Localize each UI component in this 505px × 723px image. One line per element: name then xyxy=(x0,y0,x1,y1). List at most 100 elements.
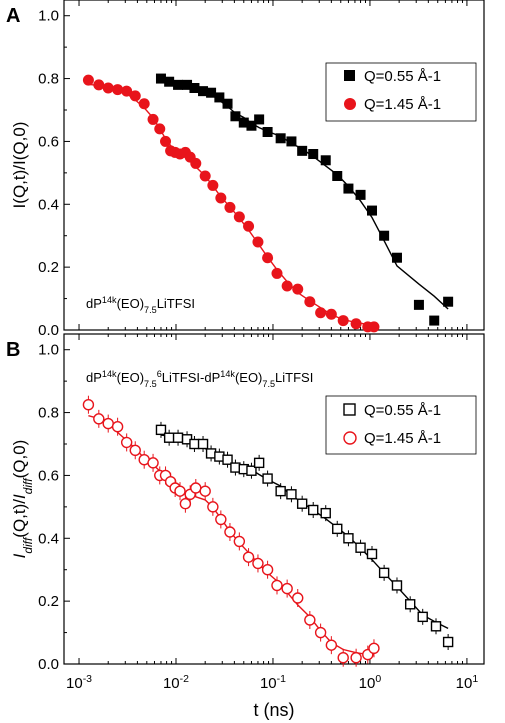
data-point xyxy=(417,611,428,623)
data-point xyxy=(286,489,297,500)
data-point xyxy=(325,308,337,320)
data-point xyxy=(189,438,200,450)
data-point xyxy=(271,579,283,592)
data-point xyxy=(246,120,257,131)
data-point xyxy=(242,551,255,563)
data-point xyxy=(129,90,141,102)
data-point xyxy=(430,621,442,632)
x-tick-label: 100 xyxy=(359,673,382,692)
x-tick-label: 10-3 xyxy=(66,673,92,692)
panel-b: B 0.00.20.40.60.81.0 10-3 10-2 10-1 100 101 … xyxy=(6,333,485,692)
data-point xyxy=(197,438,209,450)
panel-b-legend-label-q055: Q=0.55 Å-1 xyxy=(364,402,441,419)
data-point xyxy=(325,639,338,651)
data-point xyxy=(368,642,380,654)
data-point xyxy=(337,652,349,664)
panel-a-legend-label-q145: Q=1.45 Å-1 xyxy=(364,96,441,113)
data-point xyxy=(230,111,241,122)
data-point xyxy=(314,626,327,639)
panel-a-legend: Q=0.55 Å-1 Q=1.45 Å-1 xyxy=(325,62,477,122)
data-point xyxy=(163,432,175,443)
data-point xyxy=(355,542,366,553)
panel-a-series-q145 xyxy=(82,74,380,333)
y-tick-label: 0.6 xyxy=(38,467,59,484)
panel-b-legend-label-q145: Q=1.45 Å-1 xyxy=(364,430,441,447)
data-point xyxy=(93,79,105,91)
data-point xyxy=(190,157,202,169)
data-point xyxy=(82,74,94,86)
data-point xyxy=(368,321,380,333)
data-point xyxy=(120,436,133,449)
data-point xyxy=(246,465,257,476)
data-point xyxy=(292,592,304,604)
data-point xyxy=(315,307,327,319)
y-tick-label: 0.0 xyxy=(38,656,59,673)
panel-b-series-q145 xyxy=(82,395,380,667)
data-point xyxy=(147,457,159,469)
data-point xyxy=(296,498,308,509)
data-point xyxy=(254,114,265,125)
data-point xyxy=(206,87,217,98)
data-point xyxy=(174,485,186,497)
data-point xyxy=(190,482,202,494)
data-point xyxy=(243,220,255,232)
data-point xyxy=(271,267,283,279)
data-point xyxy=(281,582,293,595)
data-point xyxy=(102,417,114,430)
data-point xyxy=(350,652,362,664)
data-point xyxy=(252,557,264,570)
data-point xyxy=(262,252,274,264)
panel-b-annotation: dP14k(EO)7.56LiTFSI-dP14k(EO)7.5LiTFSI xyxy=(86,369,313,389)
data-point xyxy=(111,421,124,433)
data-point xyxy=(443,296,454,307)
data-point xyxy=(238,117,249,128)
data-point xyxy=(332,171,343,181)
data-point xyxy=(292,283,304,295)
data-point xyxy=(207,179,219,191)
legend-marker-filled-square xyxy=(344,70,355,81)
data-point xyxy=(233,535,246,548)
data-point xyxy=(286,136,297,147)
data-point xyxy=(391,580,403,591)
panel-a-x-ticks xyxy=(78,0,468,330)
data-point xyxy=(308,504,319,516)
data-point xyxy=(304,614,316,626)
panel-b-label: B xyxy=(6,339,20,361)
x-axis-label: t (ns) xyxy=(253,700,294,720)
data-point xyxy=(112,84,124,96)
data-point xyxy=(155,73,166,84)
data-point xyxy=(404,599,416,610)
panel-b-y-ticks: 0.0 0.2 0.4 0.6 0.8 1.0 xyxy=(38,342,70,673)
data-point xyxy=(224,201,236,213)
data-point xyxy=(253,457,265,469)
data-point xyxy=(355,189,366,200)
data-point xyxy=(262,127,273,137)
panel-b-y-axis-label: Idiff(Q,t)/Idiff(Q,0) xyxy=(10,440,35,559)
data-point xyxy=(222,98,233,109)
data-point xyxy=(304,296,316,308)
data-point xyxy=(281,280,293,292)
data-point xyxy=(179,498,192,510)
data-point xyxy=(413,299,424,310)
data-point xyxy=(275,133,286,144)
data-point xyxy=(155,424,167,436)
data-point xyxy=(297,145,308,156)
panel-a-legend-label-q055: Q=0.55 Å-1 xyxy=(364,68,441,85)
y-tick-label: 1.0 xyxy=(38,8,59,25)
data-point xyxy=(102,82,114,94)
data-point xyxy=(343,183,354,194)
data-point xyxy=(198,86,209,97)
data-point xyxy=(367,205,378,216)
data-point xyxy=(378,567,390,579)
data-point xyxy=(154,123,166,135)
data-point xyxy=(350,318,362,330)
data-point xyxy=(121,85,133,97)
legend-marker-open-circle xyxy=(343,431,357,445)
data-point xyxy=(129,444,141,456)
legend-marker-open-square xyxy=(343,403,356,416)
y-tick-label: 0.8 xyxy=(38,405,59,422)
data-point xyxy=(261,564,274,576)
data-point xyxy=(429,315,440,326)
data-point xyxy=(199,170,211,182)
data-point xyxy=(164,76,175,87)
